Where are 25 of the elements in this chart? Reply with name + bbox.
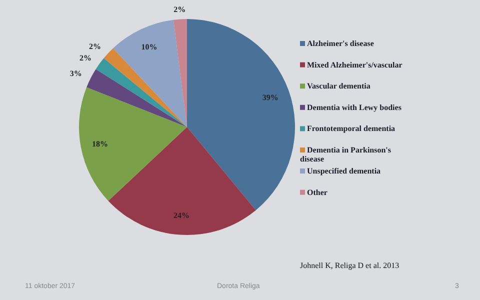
pie-slice: [79, 87, 187, 201]
pie-slice: [173, 19, 187, 127]
pie-slice: [108, 127, 256, 235]
text: Johnell K, Religa D et al. 2013: [300, 261, 400, 270]
legend-label: Vascular dementia: [307, 82, 370, 91]
legend-label: Dementia in Parkinson's disease: [300, 146, 392, 164]
data-label: 3%: [70, 69, 82, 78]
pie-slice: [96, 58, 187, 127]
pie-slice: [104, 48, 187, 127]
pie-slice: [187, 19, 295, 210]
pie-slice: [86, 69, 187, 127]
data-label: 2%: [80, 53, 92, 62]
legend-label: Mixed Alzheimer's/vascular: [307, 60, 403, 70]
legend-label: Alzheimer's disease: [307, 39, 374, 48]
legend-label: Dementia with Lewy bodies: [307, 102, 402, 112]
pie-slice: [113, 20, 187, 127]
legend-label: Frontotemporal dementia: [307, 124, 396, 134]
data-label: 39%: [262, 92, 278, 102]
data-label: 18%: [92, 139, 108, 148]
legend-label: Other: [307, 188, 328, 197]
data-label: 2%: [174, 5, 186, 14]
data-label: 2%: [88, 42, 101, 52]
legend-label: Unspecified dementia: [307, 166, 381, 176]
data-label: 24%: [173, 211, 190, 220]
data-label: 10%: [141, 42, 158, 52]
